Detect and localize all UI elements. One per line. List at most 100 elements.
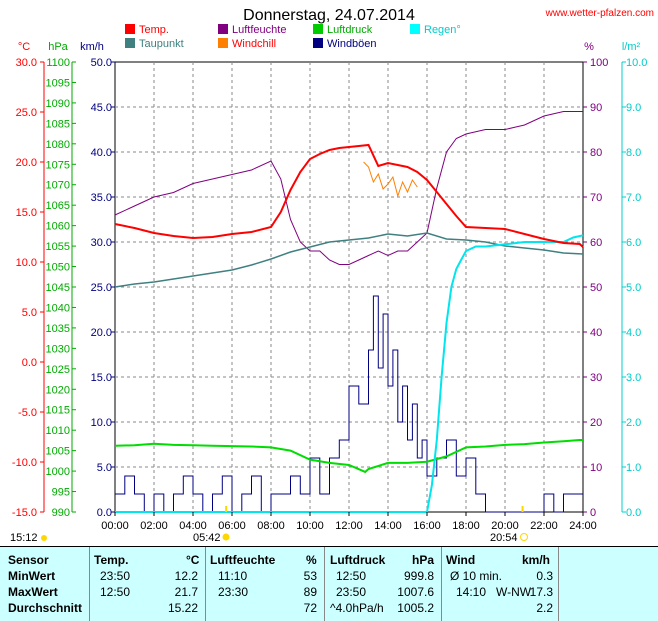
stats-table: Sensor Temp. °C Luftfeuchte % Luftdruck …: [0, 546, 658, 621]
pressure-tick-label: 1065: [46, 200, 70, 212]
x-tick-label: 02:00: [140, 520, 168, 532]
series-humidity: [114, 111, 583, 265]
pressure-tick-label: 1000: [46, 466, 70, 478]
series-temperature: [114, 143, 584, 248]
sunset-icon: [520, 533, 528, 541]
header-humidity: Luftfeuchte: [210, 553, 276, 567]
temp-value: 21.7: [174, 585, 198, 599]
wind-tick-label: 25.0: [91, 282, 112, 294]
temp-tick-label: 10.0: [16, 257, 37, 269]
wind-tick-label: 35.0: [91, 192, 112, 204]
table-row: Durchschnitt 15.22 72 ^4.0hPa/h 1005.2 2…: [0, 601, 658, 616]
legend-swatch: [125, 24, 135, 34]
weather-chart: 30.0 25.0 20.0 15.0 10.0 5.0 0.0 -5.0 -10.0 -15.0…: [10, 7, 654, 544]
pressure-tick-label: 1080: [46, 139, 70, 151]
humidity-tick-label: 80: [590, 147, 602, 159]
series-rain: [115, 234, 584, 513]
pressure-tick-label: 1100: [46, 57, 70, 69]
pressure-time: 23:50: [336, 585, 367, 599]
pressure-tick-label: 1075: [46, 159, 70, 171]
header-temp-unit: °C: [186, 553, 200, 567]
temp-axis-unit: °C: [18, 41, 30, 53]
rain-tick-label: 0.0: [626, 507, 641, 519]
table-separator: [558, 547, 559, 621]
rain-tick-label: 7.0: [626, 192, 641, 204]
pressure-tick-label: 1030: [46, 343, 70, 355]
sunset-label: 20:54: [490, 532, 518, 544]
moonset-icon: [41, 535, 47, 541]
rain-tick-label: 1.0: [626, 462, 641, 474]
x-tick-label: 10:00: [296, 520, 324, 532]
humidity-time: 11:10: [218, 569, 248, 583]
rain-tick-label: 4.0: [626, 327, 641, 339]
wind-tick-label: 5.0: [97, 462, 112, 474]
temp-tick-label: 25.0: [16, 107, 37, 119]
pressure-value: 1005.2: [397, 601, 434, 615]
wind-axis-unit: km/h: [80, 41, 104, 53]
row-label: MaxWert: [8, 585, 58, 599]
pressure-tick-label: 1015: [46, 405, 70, 417]
header-sensor: Sensor: [8, 553, 49, 567]
legend-swatch: [313, 38, 323, 48]
row-label: Durchschnitt: [8, 601, 83, 615]
temp-tick-label: -10.0: [12, 457, 37, 469]
pressure-tick-label: 1095: [46, 77, 70, 89]
site-link[interactable]: www.wetter-pfalzen.com: [545, 8, 654, 19]
pressure-tick-label: 1085: [46, 118, 70, 130]
header-pressure-unit: hPa: [412, 553, 435, 567]
humidity-value: 72: [303, 601, 317, 615]
humidity-time: 23:30: [218, 585, 249, 599]
humidity-tick-label: 0: [590, 507, 596, 519]
legend-label: Windböen: [327, 38, 377, 50]
humidity-tick-label: 70: [590, 192, 602, 204]
pressure-tick-label: 990: [52, 507, 70, 519]
series-windgusts: [115, 295, 583, 513]
pressure-tick-label: 1005: [46, 446, 70, 458]
temp-tick-label: 20.0: [16, 157, 37, 169]
wind-time: Ø 10 min.: [450, 569, 503, 583]
header-wind: Wind: [446, 553, 476, 567]
pressure-value: 999.8: [403, 569, 434, 583]
rain-tick-label: 6.0: [626, 237, 641, 249]
rain-tick-label: 9.0: [626, 102, 641, 114]
moonset-label: 15:12: [10, 532, 38, 544]
pressure-tick-label: 1025: [46, 364, 70, 376]
wind-tick-label: 50.0: [91, 57, 112, 69]
x-tick-label: 06:00: [218, 520, 246, 532]
legend-swatch: [410, 24, 420, 34]
humidity-tick-label: 40: [590, 327, 602, 339]
table-separator: [205, 547, 206, 621]
wind-tick-label: 20.0: [91, 327, 112, 339]
wind-value: 0.3: [536, 569, 553, 583]
legend-swatch: [313, 24, 323, 34]
pressure-tick-label: 1050: [46, 262, 70, 274]
x-tick-label: 12:00: [335, 520, 363, 532]
chart-series: [114, 111, 584, 513]
wind-time: 14:10: [456, 585, 487, 599]
pressure-trend: ^4.0hPa/h: [330, 601, 384, 615]
pressure-tick-label: 1045: [46, 282, 70, 294]
legend-swatch: [218, 38, 228, 48]
chart-legend: Temp. Luftfeuchte Luftdruck Regen° Taupunkt W…: [125, 24, 461, 50]
sunrise-label: 05:42: [193, 532, 221, 544]
rain-tick-label: 10.0: [626, 57, 647, 69]
legend-label: Regen°: [424, 24, 461, 36]
temp-tick-label: -15.0: [12, 507, 37, 519]
humidity-value: 53: [303, 569, 317, 583]
legend-label: Taupunkt: [139, 38, 184, 50]
x-tick-label: 18:00: [452, 520, 480, 532]
x-tick-label: 04:00: [179, 520, 207, 532]
wind-tick-label: 0.0: [97, 507, 112, 519]
header-temp: Temp.: [94, 553, 129, 567]
series-pressure: [114, 439, 583, 474]
humidity-axis-unit: %: [584, 41, 594, 53]
pressure-tick-label: 1090: [46, 98, 70, 110]
humidity-tick-label: 100: [590, 57, 608, 69]
header-humidity-unit: %: [306, 553, 317, 567]
wind-tick-label: 15.0: [91, 372, 112, 384]
temp-time: 23:50: [100, 569, 131, 583]
x-tick-label: 24:00: [569, 520, 597, 532]
legend-label: Luftdruck: [327, 24, 373, 36]
legend-label: Windchill: [232, 38, 276, 50]
pressure-tick-label: 1040: [46, 302, 70, 314]
